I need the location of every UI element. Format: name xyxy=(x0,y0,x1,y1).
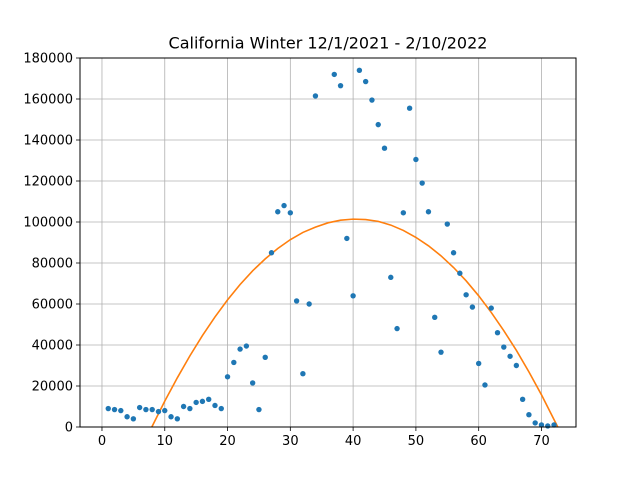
scatter-point xyxy=(438,349,444,355)
scatter-point xyxy=(187,405,193,412)
scatter-points-layer xyxy=(105,67,557,429)
scatter-point xyxy=(344,235,350,242)
scatter-point xyxy=(501,344,507,350)
y-tick-label: 120000 xyxy=(23,175,73,190)
scatter-point xyxy=(507,353,513,359)
scatter-point xyxy=(444,221,450,227)
scatter-point xyxy=(256,406,262,413)
scatter-point xyxy=(375,121,381,128)
scatter-point xyxy=(400,210,407,216)
scatter-point xyxy=(388,274,394,281)
scatter-point xyxy=(224,374,231,380)
scatter-point xyxy=(369,97,375,103)
scatter-point xyxy=(463,292,469,298)
scatter-point xyxy=(482,382,488,388)
scatter-point xyxy=(419,180,425,186)
scatter-point xyxy=(111,406,118,413)
scatter-point xyxy=(306,301,312,307)
scatter-point xyxy=(300,371,306,377)
y-tick-label: 180000 xyxy=(23,52,73,67)
scatter-point xyxy=(149,406,155,413)
y-tick-label: 40000 xyxy=(32,339,73,354)
scatter-point xyxy=(293,298,300,304)
scatter-point xyxy=(425,209,432,215)
scatter-point xyxy=(287,210,294,216)
scatter-point xyxy=(469,304,476,310)
scatter-point xyxy=(457,270,463,276)
scatter-point xyxy=(262,354,268,360)
scatter-point xyxy=(331,71,337,78)
scatter-point xyxy=(136,404,143,411)
x-tick-label: 40 xyxy=(345,434,362,449)
scatter-point xyxy=(231,359,237,366)
scatter-point xyxy=(406,105,413,111)
scatter-point xyxy=(362,78,369,85)
plot-frame xyxy=(79,57,577,428)
y-tick-label: 20000 xyxy=(32,380,73,395)
scatter-point xyxy=(545,423,551,429)
scatter-point xyxy=(193,399,199,406)
x-axis-ticks: 0 10 20 30 40 50 60 70 xyxy=(98,427,550,449)
y-axis-ticks: 0 20000 40000 60000 80000 100000 120000 140000 1… xyxy=(23,52,80,436)
y-tick-label: 60000 xyxy=(32,298,73,313)
scatter-point xyxy=(413,156,419,163)
scatter-point xyxy=(450,250,457,256)
x-tick-label: 30 xyxy=(282,434,299,449)
y-tick-label: 80000 xyxy=(32,257,73,272)
scatter-point xyxy=(105,405,111,412)
scatter-point xyxy=(249,380,256,386)
chart-title: California Winter 12/1/2021 - 2/10/2022 xyxy=(169,34,488,53)
y-tick-label: 100000 xyxy=(23,216,73,231)
scatter-point xyxy=(268,250,275,256)
scatter-point xyxy=(180,403,187,410)
scatter-point xyxy=(212,402,218,409)
x-tick-label: 0 xyxy=(98,434,106,449)
scatter-point xyxy=(199,398,206,405)
scatter-point xyxy=(551,422,557,428)
scatter-point xyxy=(206,396,212,403)
scatter-point xyxy=(394,325,400,332)
scatter-point xyxy=(513,362,520,369)
scatter-point xyxy=(312,93,319,99)
y-tick-label: 160000 xyxy=(23,93,73,108)
scatter-point xyxy=(532,420,538,426)
scatter-point xyxy=(118,407,124,414)
fit-curve xyxy=(151,218,559,428)
scatter-point xyxy=(168,414,174,420)
scatter-point xyxy=(155,408,162,415)
scatter-point xyxy=(538,422,545,428)
x-tick-label: 70 xyxy=(533,434,550,449)
scatter-point xyxy=(174,416,181,422)
x-tick-label: 60 xyxy=(470,434,487,449)
y-tick-label: 140000 xyxy=(23,134,73,149)
fit-curve-layer xyxy=(151,218,559,428)
plot-background xyxy=(80,58,576,427)
scatter-point xyxy=(494,330,501,336)
scatter-point xyxy=(218,405,224,412)
scatter-point xyxy=(143,406,149,413)
scatter-point xyxy=(281,202,287,209)
scatter-point xyxy=(124,414,130,420)
scatter-point xyxy=(526,412,532,418)
scatter-point xyxy=(475,360,482,367)
scatter-point xyxy=(162,407,168,414)
scatter-point xyxy=(237,346,243,352)
x-tick-label: 20 xyxy=(219,434,236,449)
scatter-point xyxy=(243,343,250,349)
scatter-point xyxy=(381,145,388,151)
scatter-point xyxy=(432,314,438,321)
scatter-point xyxy=(350,293,356,299)
scatter-point xyxy=(488,305,494,311)
x-tick-label: 50 xyxy=(408,434,425,449)
x-tick-label: 10 xyxy=(156,434,173,449)
y-tick-label: 0 xyxy=(65,421,73,436)
scatter-point xyxy=(130,416,137,422)
scatter-point xyxy=(337,82,344,89)
scatter-point xyxy=(519,396,526,403)
scatter-point xyxy=(356,67,363,74)
scatter-point xyxy=(275,209,281,215)
